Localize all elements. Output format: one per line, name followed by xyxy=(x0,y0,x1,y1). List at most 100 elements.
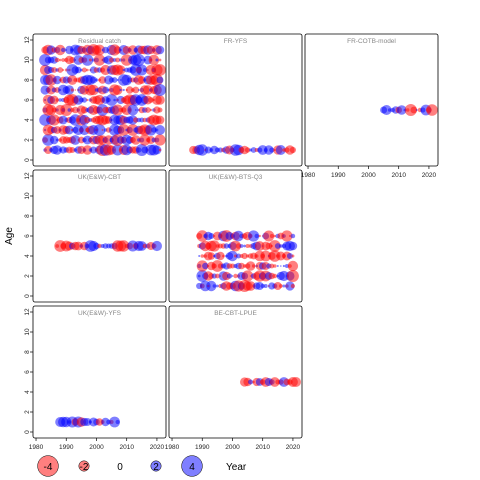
panel-title: UK(E&W)-CBT xyxy=(78,174,121,181)
y-tick-label: 12 xyxy=(24,172,31,180)
residual-point xyxy=(410,106,418,114)
residual-point xyxy=(136,241,147,251)
residual-point xyxy=(49,135,59,145)
residual-point xyxy=(273,234,277,238)
residual-point xyxy=(288,235,291,237)
residual-point xyxy=(242,270,254,282)
residual-point xyxy=(42,134,54,146)
residual-point xyxy=(286,253,293,259)
residual-point xyxy=(291,254,295,258)
legend-label: -2 xyxy=(80,462,89,473)
x-tick-label: 1990 xyxy=(59,444,74,451)
residual-point xyxy=(291,377,301,387)
residual-point xyxy=(254,233,259,239)
residual-point xyxy=(136,64,148,76)
residual-point xyxy=(269,234,274,238)
legend-bubble xyxy=(150,460,162,472)
residual-point xyxy=(98,76,107,84)
residual-point xyxy=(112,104,124,116)
residual-point xyxy=(415,109,418,111)
residual-point xyxy=(198,255,201,257)
legend-bubble xyxy=(181,455,203,477)
y-tick-label: 2 xyxy=(24,138,31,142)
residual-point xyxy=(226,273,233,279)
panel-6: BE-CBT-LPUE xyxy=(168,305,303,439)
y-axis: 0 2 4 6 8 10 12 xyxy=(24,172,33,298)
residual-point xyxy=(245,261,256,271)
y-tick-label: 2 xyxy=(24,410,31,414)
residual-point xyxy=(137,76,146,84)
residual-point xyxy=(208,233,215,239)
panel-2: FR-COTB-model xyxy=(304,33,439,167)
y-tick-label: 6 xyxy=(24,370,31,374)
residual-point xyxy=(269,263,275,269)
residual-point xyxy=(83,418,92,426)
residual-point xyxy=(269,377,280,387)
y-axis-title: Age xyxy=(4,227,15,245)
residual-point xyxy=(269,147,275,153)
residual-point xyxy=(155,115,165,125)
residual-point xyxy=(118,240,130,252)
y-tick-label: 4 xyxy=(24,118,31,122)
residual-point xyxy=(273,282,282,290)
panel-1: FR-YFS xyxy=(168,33,303,167)
residual-point xyxy=(54,57,60,63)
residual-point xyxy=(151,240,162,252)
residual-point xyxy=(282,284,286,288)
residual-point xyxy=(112,85,123,95)
panel-title: BE-CBT-LPUE xyxy=(214,310,257,317)
legend-item: 4 xyxy=(181,455,203,477)
residual-point xyxy=(204,146,212,154)
residual-point xyxy=(154,84,166,96)
y-tick-label: 0 xyxy=(24,430,31,434)
residual-point xyxy=(145,107,151,113)
residual-point xyxy=(48,114,60,126)
residual-point xyxy=(88,58,92,62)
residual-point xyxy=(263,284,268,288)
residual-point xyxy=(145,124,157,136)
residual-point xyxy=(117,124,130,136)
residual-point xyxy=(102,86,109,94)
y-tick-label: 8 xyxy=(24,350,31,354)
residual-point xyxy=(263,230,275,242)
residual-point xyxy=(81,97,88,103)
panel-4: UK(E&W)-BTS-Q3 xyxy=(168,169,303,303)
residual-point xyxy=(276,265,279,267)
legend-bubble xyxy=(78,460,90,472)
residual-point xyxy=(67,75,78,85)
residual-point xyxy=(132,86,140,94)
legend-bubble xyxy=(37,455,59,477)
residual-point xyxy=(243,244,247,248)
residual-point xyxy=(287,260,299,272)
residual-point xyxy=(248,230,260,242)
legend-item: -2 xyxy=(78,460,90,473)
residual-point xyxy=(61,58,66,62)
residual-point xyxy=(119,88,122,92)
residual-point xyxy=(81,54,94,66)
residual-point xyxy=(57,67,64,73)
residual-point xyxy=(158,58,162,62)
x-tick-label: 2000 xyxy=(89,444,104,451)
residual-point xyxy=(127,104,139,116)
residual-point xyxy=(278,284,283,288)
residual-point xyxy=(111,77,118,83)
panel-title: FR-COTB-model xyxy=(347,38,396,45)
residual-point xyxy=(105,94,118,106)
legend-label: 0 xyxy=(117,462,123,473)
y-tick-label: 6 xyxy=(24,98,31,102)
residual-point xyxy=(69,147,76,153)
residual-point xyxy=(157,107,163,113)
residual-point xyxy=(58,98,62,102)
y-tick-label: 8 xyxy=(24,214,31,218)
residual-point xyxy=(52,145,62,155)
residual-point xyxy=(288,241,298,251)
residual-point xyxy=(230,263,235,269)
legend: -4 -2 0 2 4 xyxy=(37,455,203,477)
x-axis: 1980 1990 2000 2010 2020 xyxy=(29,438,165,451)
residual-point xyxy=(245,244,250,248)
panel-frame xyxy=(32,169,167,303)
residual-point xyxy=(426,104,438,116)
residual-point xyxy=(233,230,244,242)
residual-point xyxy=(115,57,120,63)
x-axis: 1980 1990 2000 2010 2020 xyxy=(301,166,437,179)
